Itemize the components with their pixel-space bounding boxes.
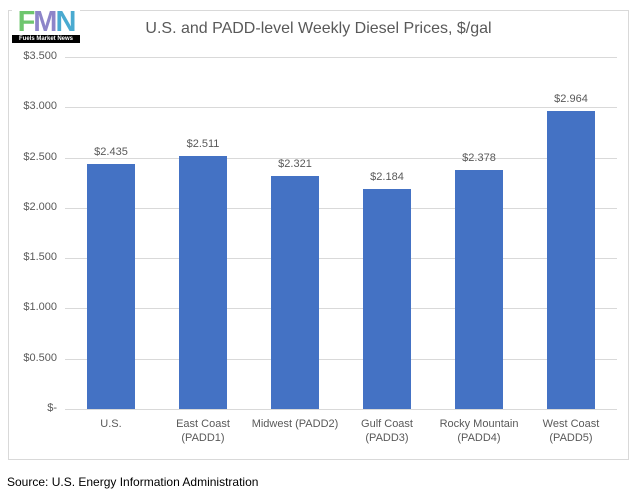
y-axis-tick-label: $- <box>47 402 57 414</box>
x-axis-label: U.S. <box>100 418 122 430</box>
fmn-logo-caption: Fuels Market News <box>12 35 80 43</box>
x-axis-label: Rocky Mountain (PADD4) <box>439 418 519 445</box>
bar-value-label: $2.184 <box>370 171 404 183</box>
fmn-logo-letters: F M N <box>12 6 80 38</box>
source-note: Source: U.S. Energy Information Administ… <box>7 475 259 489</box>
x-axis-label: Midwest (PADD2) <box>251 418 339 430</box>
x-axis-label: West Coast (PADD5) <box>542 418 600 445</box>
chart-frame: F M N Fuels Market News U.S. and PADD-le… <box>8 8 629 460</box>
x-axis-label: Gulf Coast (PADD3) <box>361 418 413 445</box>
x-axis-label: East Coast (PADD1) <box>176 418 230 445</box>
gridline <box>65 258 617 259</box>
gridline <box>65 308 617 309</box>
gridline <box>65 158 617 159</box>
logo-letter-m: M <box>33 6 57 38</box>
logo-letter-n: N <box>55 6 76 38</box>
y-axis-tick-label: $2.500 <box>23 151 57 163</box>
gridline <box>65 208 617 209</box>
logo-letter-f: F <box>17 6 36 38</box>
y-axis-tick-label: $0.500 <box>23 352 57 364</box>
bar-4 <box>363 189 411 409</box>
gridline <box>65 359 617 360</box>
bar-2 <box>179 156 227 409</box>
bar-value-label: $2.435 <box>94 146 128 158</box>
y-axis-tick-label: $2.000 <box>23 201 57 213</box>
gridline <box>65 409 617 410</box>
fmn-logo: F M N Fuels Market News <box>12 8 80 43</box>
chart-title: U.S. and PADD-level Weekly Diesel Prices… <box>145 20 492 37</box>
bar-1 <box>87 164 135 409</box>
gridline <box>65 57 617 58</box>
y-axis-tick-label: $3.000 <box>23 100 57 112</box>
bar-value-label: $2.378 <box>462 152 496 164</box>
plot-area: $- $0.500 $1.000 $1.500 $2.000 $2.500 $3.000 $3… <box>23 50 617 444</box>
bar-value-label: $2.964 <box>554 93 588 105</box>
bar-value-label: $2.511 <box>186 138 220 150</box>
bar-3 <box>271 176 319 409</box>
y-axis-tick-label: $1.000 <box>23 301 57 313</box>
y-axis-tick-label: $3.500 <box>23 50 57 62</box>
bar-value-label: $2.321 <box>278 158 312 170</box>
gridline <box>65 107 617 108</box>
y-axis-tick-label: $1.500 <box>23 251 57 263</box>
bar-6 <box>547 111 595 409</box>
bar-5 <box>455 170 503 409</box>
